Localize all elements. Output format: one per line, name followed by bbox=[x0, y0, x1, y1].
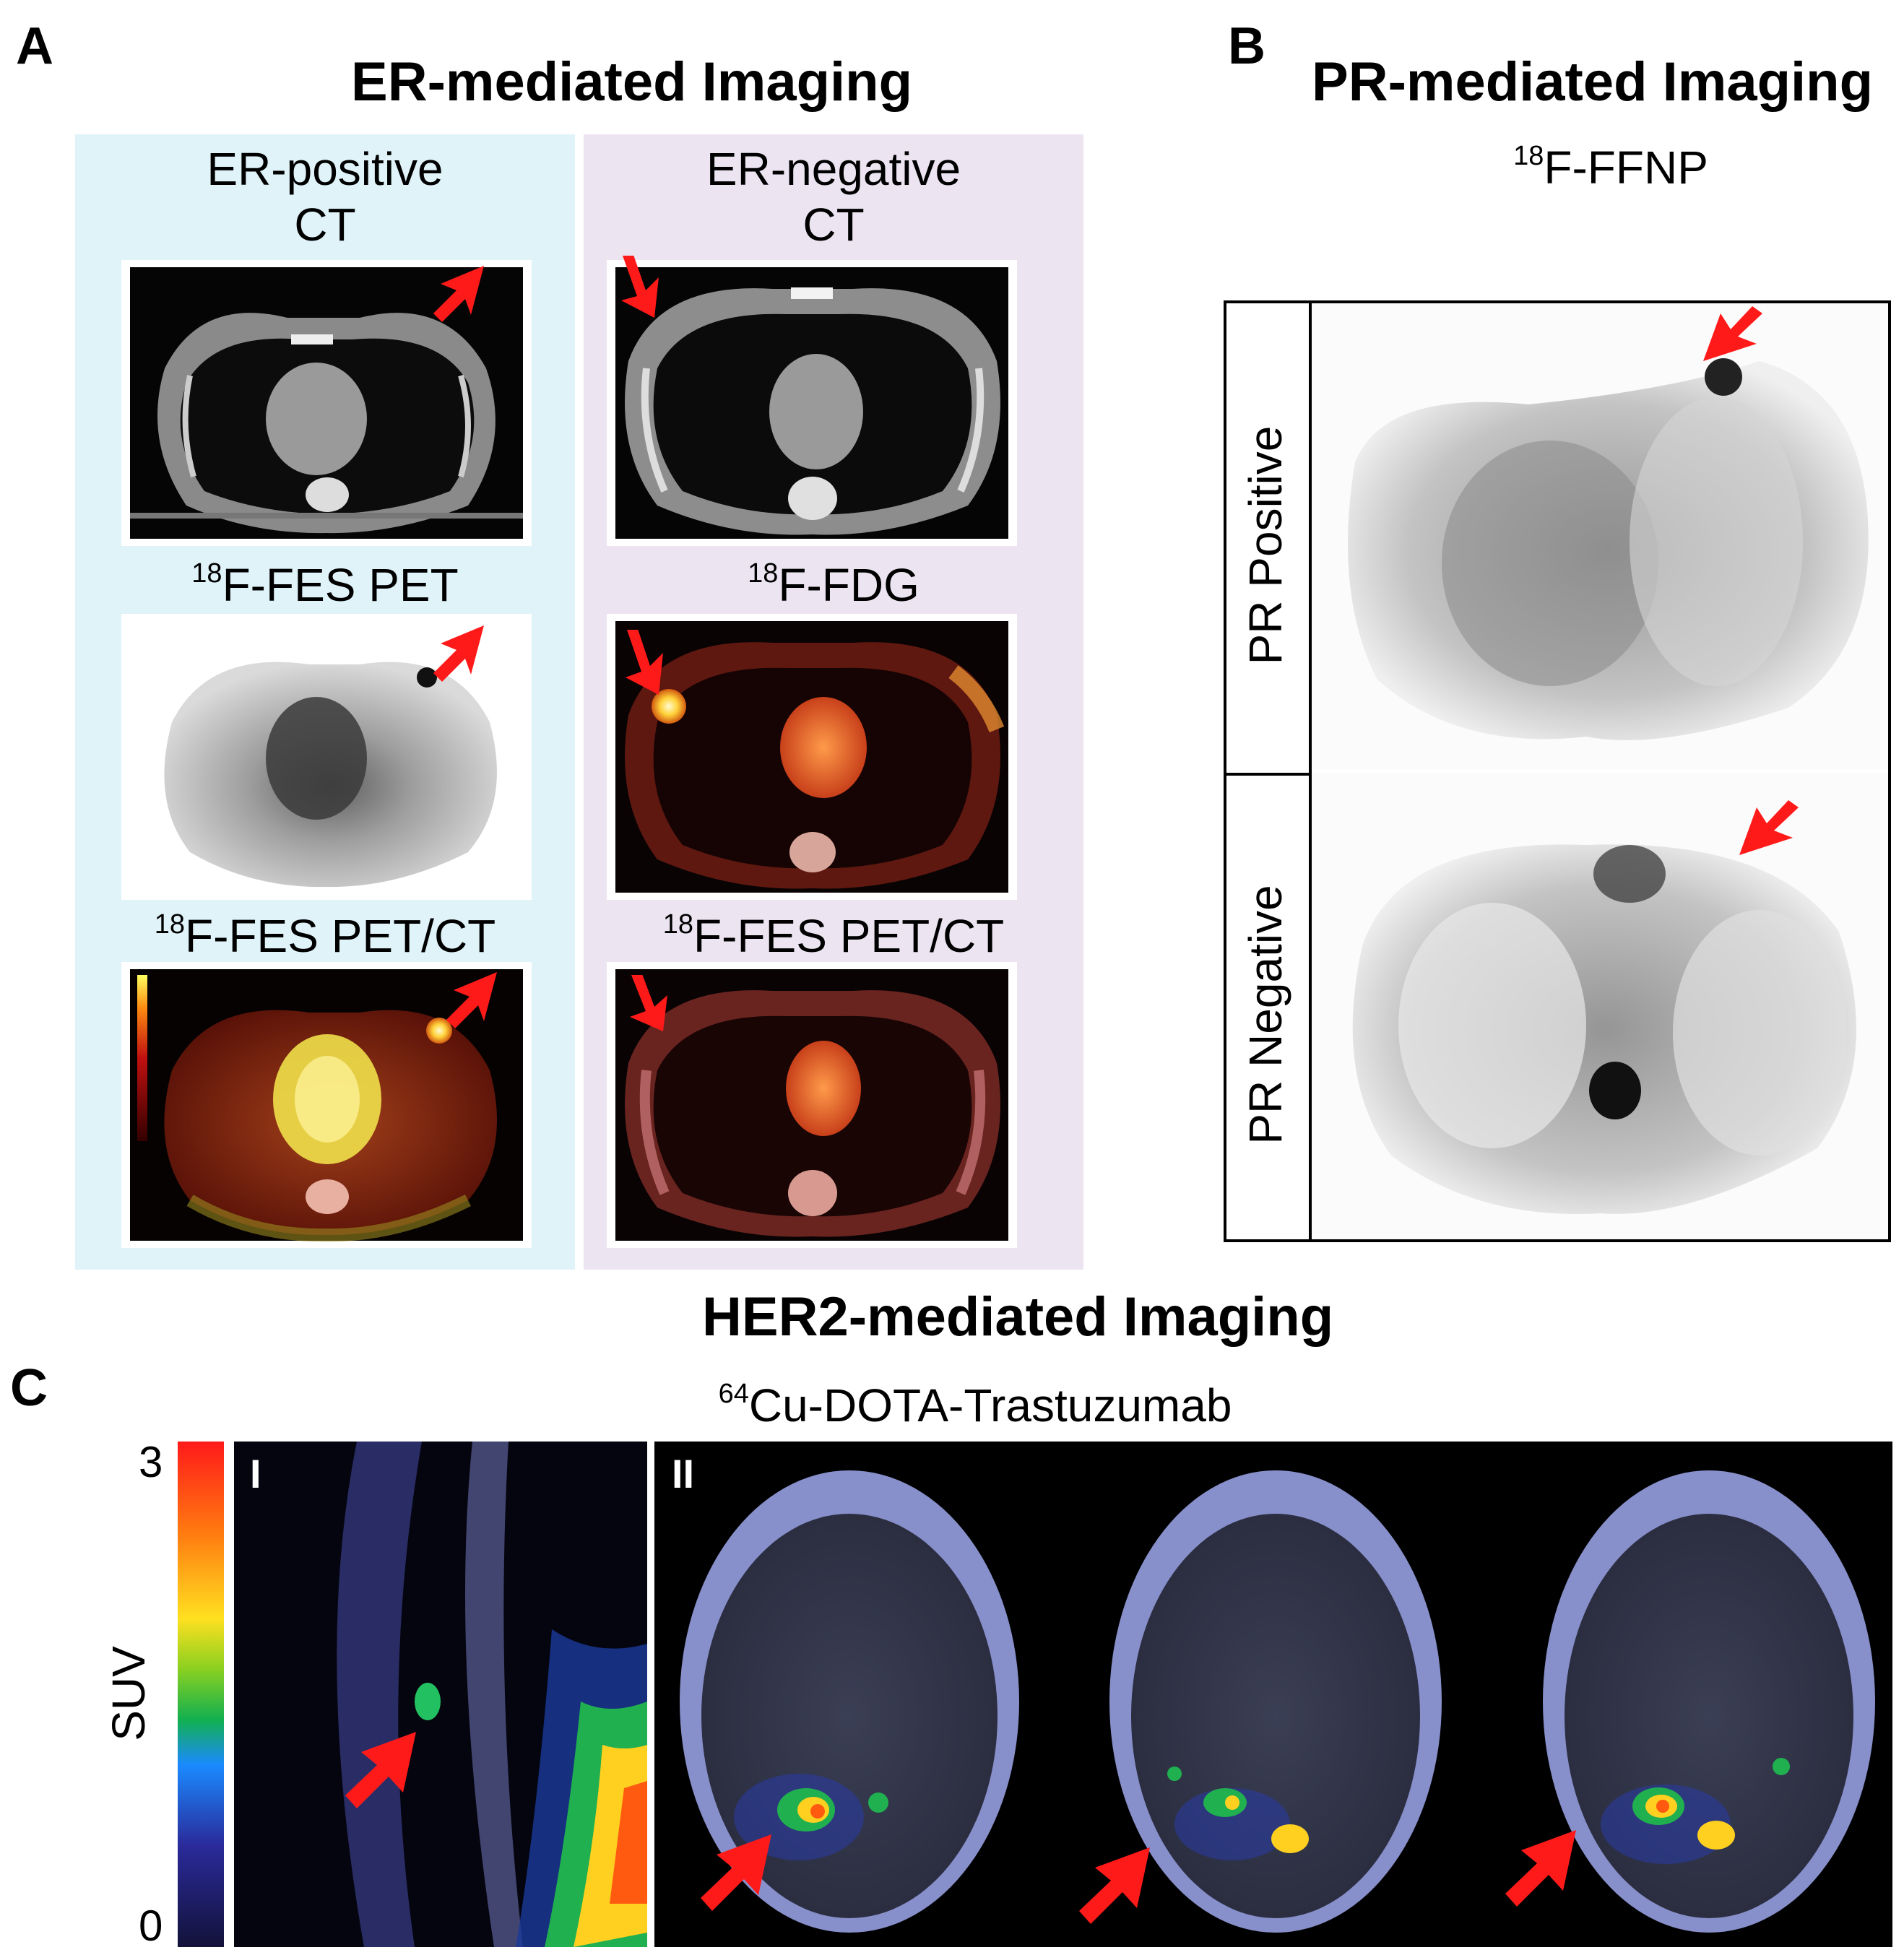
red-arrow-icon bbox=[1739, 800, 1799, 855]
er-positive-ct-label: CT bbox=[294, 198, 356, 251]
fes-petct-right-label: F-FES PET/CT bbox=[693, 910, 1005, 962]
fdg-label: F-FDG bbox=[778, 559, 919, 611]
trastuzumab-caption: 64Cu-DOTA-Trastuzumab bbox=[650, 1378, 1300, 1434]
brain-slice-2 bbox=[1109, 1470, 1442, 1933]
er-positive-ct-image bbox=[121, 260, 532, 546]
fes-pet-sup: 18 bbox=[191, 558, 222, 589]
fes-pet-caption: 18F-FES PET bbox=[75, 558, 575, 613]
subpanel-ii-label: II bbox=[672, 1451, 695, 1496]
panel-a-letter: A bbox=[16, 17, 53, 75]
fes-petct-caption-left: 18F-FES PET/CT bbox=[75, 909, 575, 964]
suv-max-label: 3 bbox=[139, 1438, 163, 1486]
fes-petct-caption-right: 18F-FES PET/CT bbox=[584, 909, 1083, 964]
suv-colorbar bbox=[178, 1442, 224, 1947]
ffnp-caption: 18F-FFNP bbox=[1430, 140, 1791, 196]
trastuzumab-sup: 64 bbox=[718, 1379, 749, 1409]
suv-min-label: 0 bbox=[139, 1902, 163, 1950]
er-negative-ct-label: CT bbox=[802, 198, 865, 251]
brain-slice-3 bbox=[1543, 1470, 1875, 1933]
red-arrow-icon bbox=[1505, 1830, 1576, 1907]
pr-negative-label: PR Negative bbox=[1239, 885, 1291, 1145]
red-arrow-icon bbox=[433, 266, 484, 322]
red-arrow-icon bbox=[621, 256, 659, 318]
fes-petct-left-sup: 18 bbox=[154, 909, 186, 940]
fes-petct-right-sup: 18 bbox=[662, 909, 694, 940]
her2-axial-image-strip bbox=[654, 1442, 1892, 1947]
panel-b-letter: B bbox=[1228, 17, 1265, 75]
red-arrow-icon bbox=[701, 1834, 771, 1911]
red-arrow-icon bbox=[433, 625, 484, 682]
red-arrow-icon bbox=[446, 972, 497, 1028]
pr-label-column-divider bbox=[1309, 303, 1312, 1239]
fes-petct-left-label: F-FES PET/CT bbox=[185, 910, 496, 962]
subpanel-i-label: I bbox=[250, 1451, 261, 1496]
ffnp-label: F-FFNP bbox=[1544, 142, 1708, 194]
pr-negative-pet-image bbox=[1312, 773, 1888, 1239]
red-arrow-icon bbox=[630, 975, 667, 1031]
fdg-sup: 18 bbox=[748, 558, 779, 589]
ffnp-sup: 18 bbox=[1513, 141, 1544, 171]
her2-sagittal-image bbox=[234, 1442, 647, 1947]
fes-pet-image bbox=[121, 614, 532, 900]
panel-c-letter: C bbox=[10, 1359, 48, 1417]
fes-pet-label: F-FES PET bbox=[222, 559, 459, 611]
er-positive-heading: ER-positive CT bbox=[75, 142, 575, 253]
fdg-caption: 18F-FDG bbox=[584, 558, 1083, 613]
suv-axis-label: SUV bbox=[103, 1646, 155, 1741]
er-negative-fes-petct-image bbox=[607, 962, 1017, 1248]
pr-positive-label: PR Positive bbox=[1239, 425, 1291, 665]
panel-a-title: ER-mediated Imaging bbox=[351, 51, 912, 113]
panel-b-title: PR-mediated Imaging bbox=[1312, 51, 1873, 113]
er-negative-label: ER-negative bbox=[706, 143, 961, 195]
er-positive-label: ER-positive bbox=[207, 143, 443, 195]
red-arrow-icon bbox=[626, 630, 663, 695]
er-negative-heading: ER-negative CT bbox=[584, 142, 1083, 253]
pr-positive-pet-image bbox=[1312, 303, 1888, 770]
trastuzumab-label: Cu-DOTA-Trastuzumab bbox=[748, 1379, 1232, 1431]
brain-slice-1 bbox=[680, 1470, 1019, 1933]
red-arrow-icon bbox=[1703, 306, 1762, 361]
red-arrow-icon bbox=[345, 1732, 416, 1808]
panel-c-title: HER2-mediated Imaging bbox=[702, 1286, 1334, 1348]
fdg-petct-image bbox=[607, 614, 1017, 900]
er-negative-ct-image bbox=[607, 260, 1017, 546]
red-arrow-icon bbox=[1079, 1847, 1150, 1924]
